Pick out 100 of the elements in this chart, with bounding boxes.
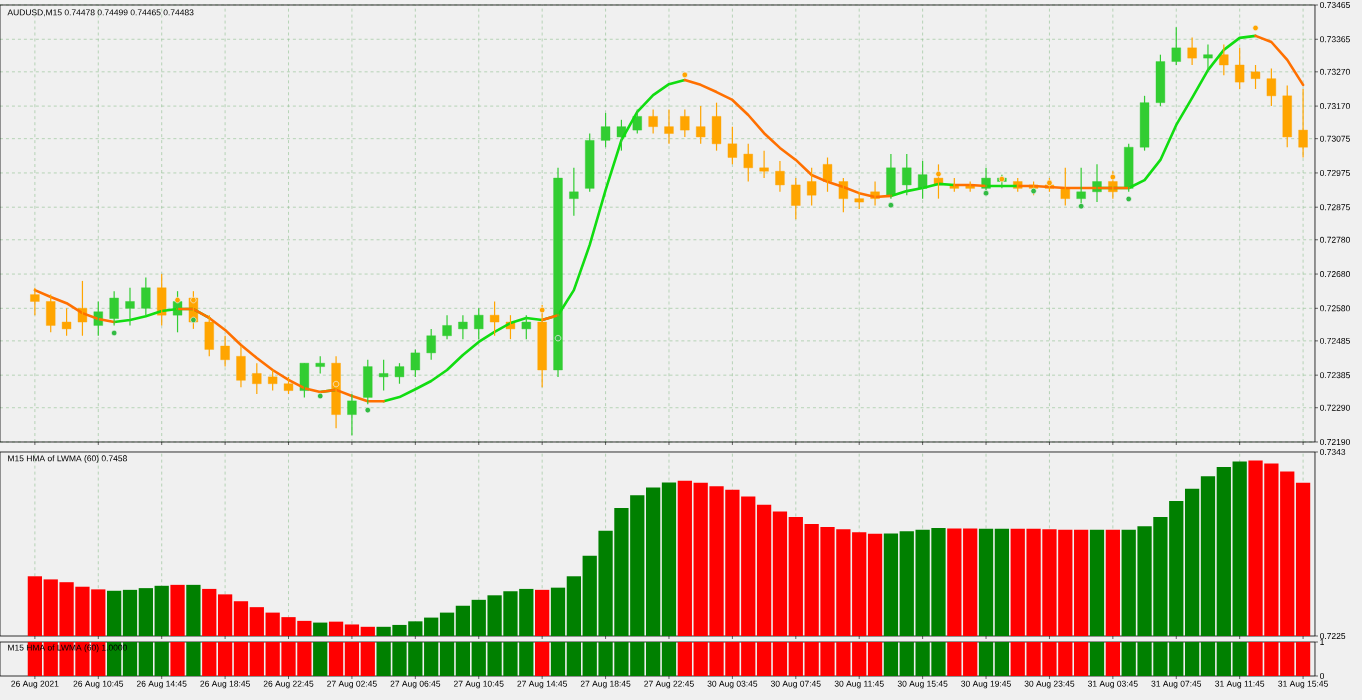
x-tick-label: 27 Aug 22:45	[644, 680, 694, 689]
candlestick	[157, 273, 167, 327]
candlestick	[363, 359, 373, 405]
point	[1030, 187, 1037, 195]
candlestick	[775, 160, 785, 193]
chart-title: AUDUSD,M15 0.74478 0.74499 0.74465 0.74483	[7, 9, 194, 17]
candlestick	[410, 348, 420, 378]
x-tick-label: 27 Aug 14:45	[517, 680, 567, 689]
candlestick	[759, 150, 769, 179]
candlestick	[109, 290, 119, 327]
candlestick	[1124, 143, 1134, 193]
y-tick-label: 0.73170	[1320, 103, 1350, 110]
y-tick-label: 0.72580	[1320, 305, 1350, 312]
point	[364, 406, 371, 414]
y-tick-label: 0.73465	[1320, 2, 1350, 8]
point	[1046, 179, 1053, 187]
point	[317, 392, 324, 400]
x-tick-label: 30 Aug 23:45	[1024, 680, 1075, 689]
candlestick	[204, 314, 214, 357]
candlestick	[220, 335, 230, 368]
point	[887, 202, 895, 209]
candlestick	[521, 314, 531, 340]
candlestick	[664, 108, 674, 145]
candlestick	[553, 167, 563, 378]
candlestick	[791, 177, 801, 220]
candlestick	[268, 369, 278, 392]
candlestick	[1187, 36, 1197, 66]
point	[110, 329, 118, 337]
candlestick	[141, 276, 151, 316]
candlestick	[537, 304, 547, 388]
chart-title: M15 HMA of LWMA (60) 0.7458	[8, 455, 127, 463]
candlestick	[46, 294, 56, 333]
candlestick	[474, 307, 484, 340]
candlestick	[680, 108, 690, 138]
y-tick-label: 0.72680	[1320, 271, 1350, 278]
candlestick	[1219, 43, 1229, 76]
candlestick	[331, 355, 341, 429]
y-tick-label: 0.72780	[1320, 236, 1350, 243]
y-tick-label: 0.72485	[1320, 337, 1350, 344]
x-tick-label: 31 Aug 11:45	[1215, 680, 1265, 689]
candlestick	[1282, 84, 1292, 148]
y-tick-label: 0.7343	[1320, 449, 1346, 455]
candlestick	[1139, 95, 1150, 152]
candlestick	[632, 108, 642, 135]
candlestick	[489, 300, 500, 337]
y-tick-label: 0.72290	[1320, 404, 1350, 411]
candlestick	[379, 359, 389, 392]
candlestick	[1171, 26, 1181, 66]
point	[174, 296, 181, 304]
x-tick-label: 27 Aug 18:45	[580, 680, 631, 689]
y-tick-label: 0.72875	[1320, 204, 1350, 211]
candlestick	[458, 314, 468, 340]
candlestick	[727, 126, 738, 165]
x-tick-label: 27 Aug 02:45	[327, 680, 377, 689]
candlestick	[30, 287, 40, 316]
candlestick	[1235, 47, 1245, 90]
point	[332, 380, 340, 388]
point	[190, 316, 197, 324]
candlestick	[1266, 67, 1277, 107]
candlestick	[1060, 167, 1070, 207]
point	[1252, 24, 1259, 32]
candlestick	[252, 362, 262, 395]
candlestick	[822, 156, 833, 193]
x-tick-label: 30 Aug 15:45	[897, 680, 948, 689]
point	[982, 190, 990, 197]
x-tick-label: 31 Aug 07:45	[1151, 680, 1202, 689]
candlestick	[807, 167, 817, 207]
candlestick	[600, 112, 611, 148]
y-tick-label: 1	[1320, 639, 1324, 645]
x-tick-label: 26 Aug 22:45	[263, 680, 314, 689]
x-tick-label: 30 Aug 11:45	[834, 680, 884, 689]
y-tick-label: 0.7225	[1320, 633, 1346, 639]
candlestick	[1250, 64, 1261, 90]
candlestick	[569, 167, 579, 217]
y-tick-label: 0.73270	[1320, 68, 1350, 75]
x-tick-label: 26 Aug 10:45	[73, 680, 124, 689]
y-tick-label: 0.72385	[1320, 372, 1350, 379]
candlestick	[426, 328, 436, 361]
x-tick-label: 31 Aug 03:45	[1087, 680, 1138, 689]
y-tick-label: 0.72975	[1320, 169, 1350, 176]
y-tick-label: 0.73075	[1320, 135, 1350, 142]
x-tick-label: 26 Aug 14:45	[136, 680, 187, 689]
point	[1078, 203, 1085, 210]
candlestick	[902, 153, 912, 196]
candlestick	[1298, 88, 1308, 159]
candlestick	[1076, 167, 1086, 210]
candlestick	[1155, 54, 1166, 107]
candlestick	[125, 287, 135, 327]
point	[1125, 195, 1132, 203]
candlestick	[61, 307, 72, 337]
candlestick	[743, 143, 753, 183]
candlestick	[696, 105, 706, 145]
point	[554, 334, 562, 342]
candlestick	[1203, 43, 1213, 73]
candlestick	[394, 362, 405, 385]
point	[539, 306, 546, 314]
x-tick-label: 30 Aug 03:45	[707, 680, 758, 689]
y-tick-label: 0	[1320, 673, 1325, 679]
y-tick-label: 0.72190	[1320, 439, 1350, 445]
candlestick	[347, 393, 357, 436]
